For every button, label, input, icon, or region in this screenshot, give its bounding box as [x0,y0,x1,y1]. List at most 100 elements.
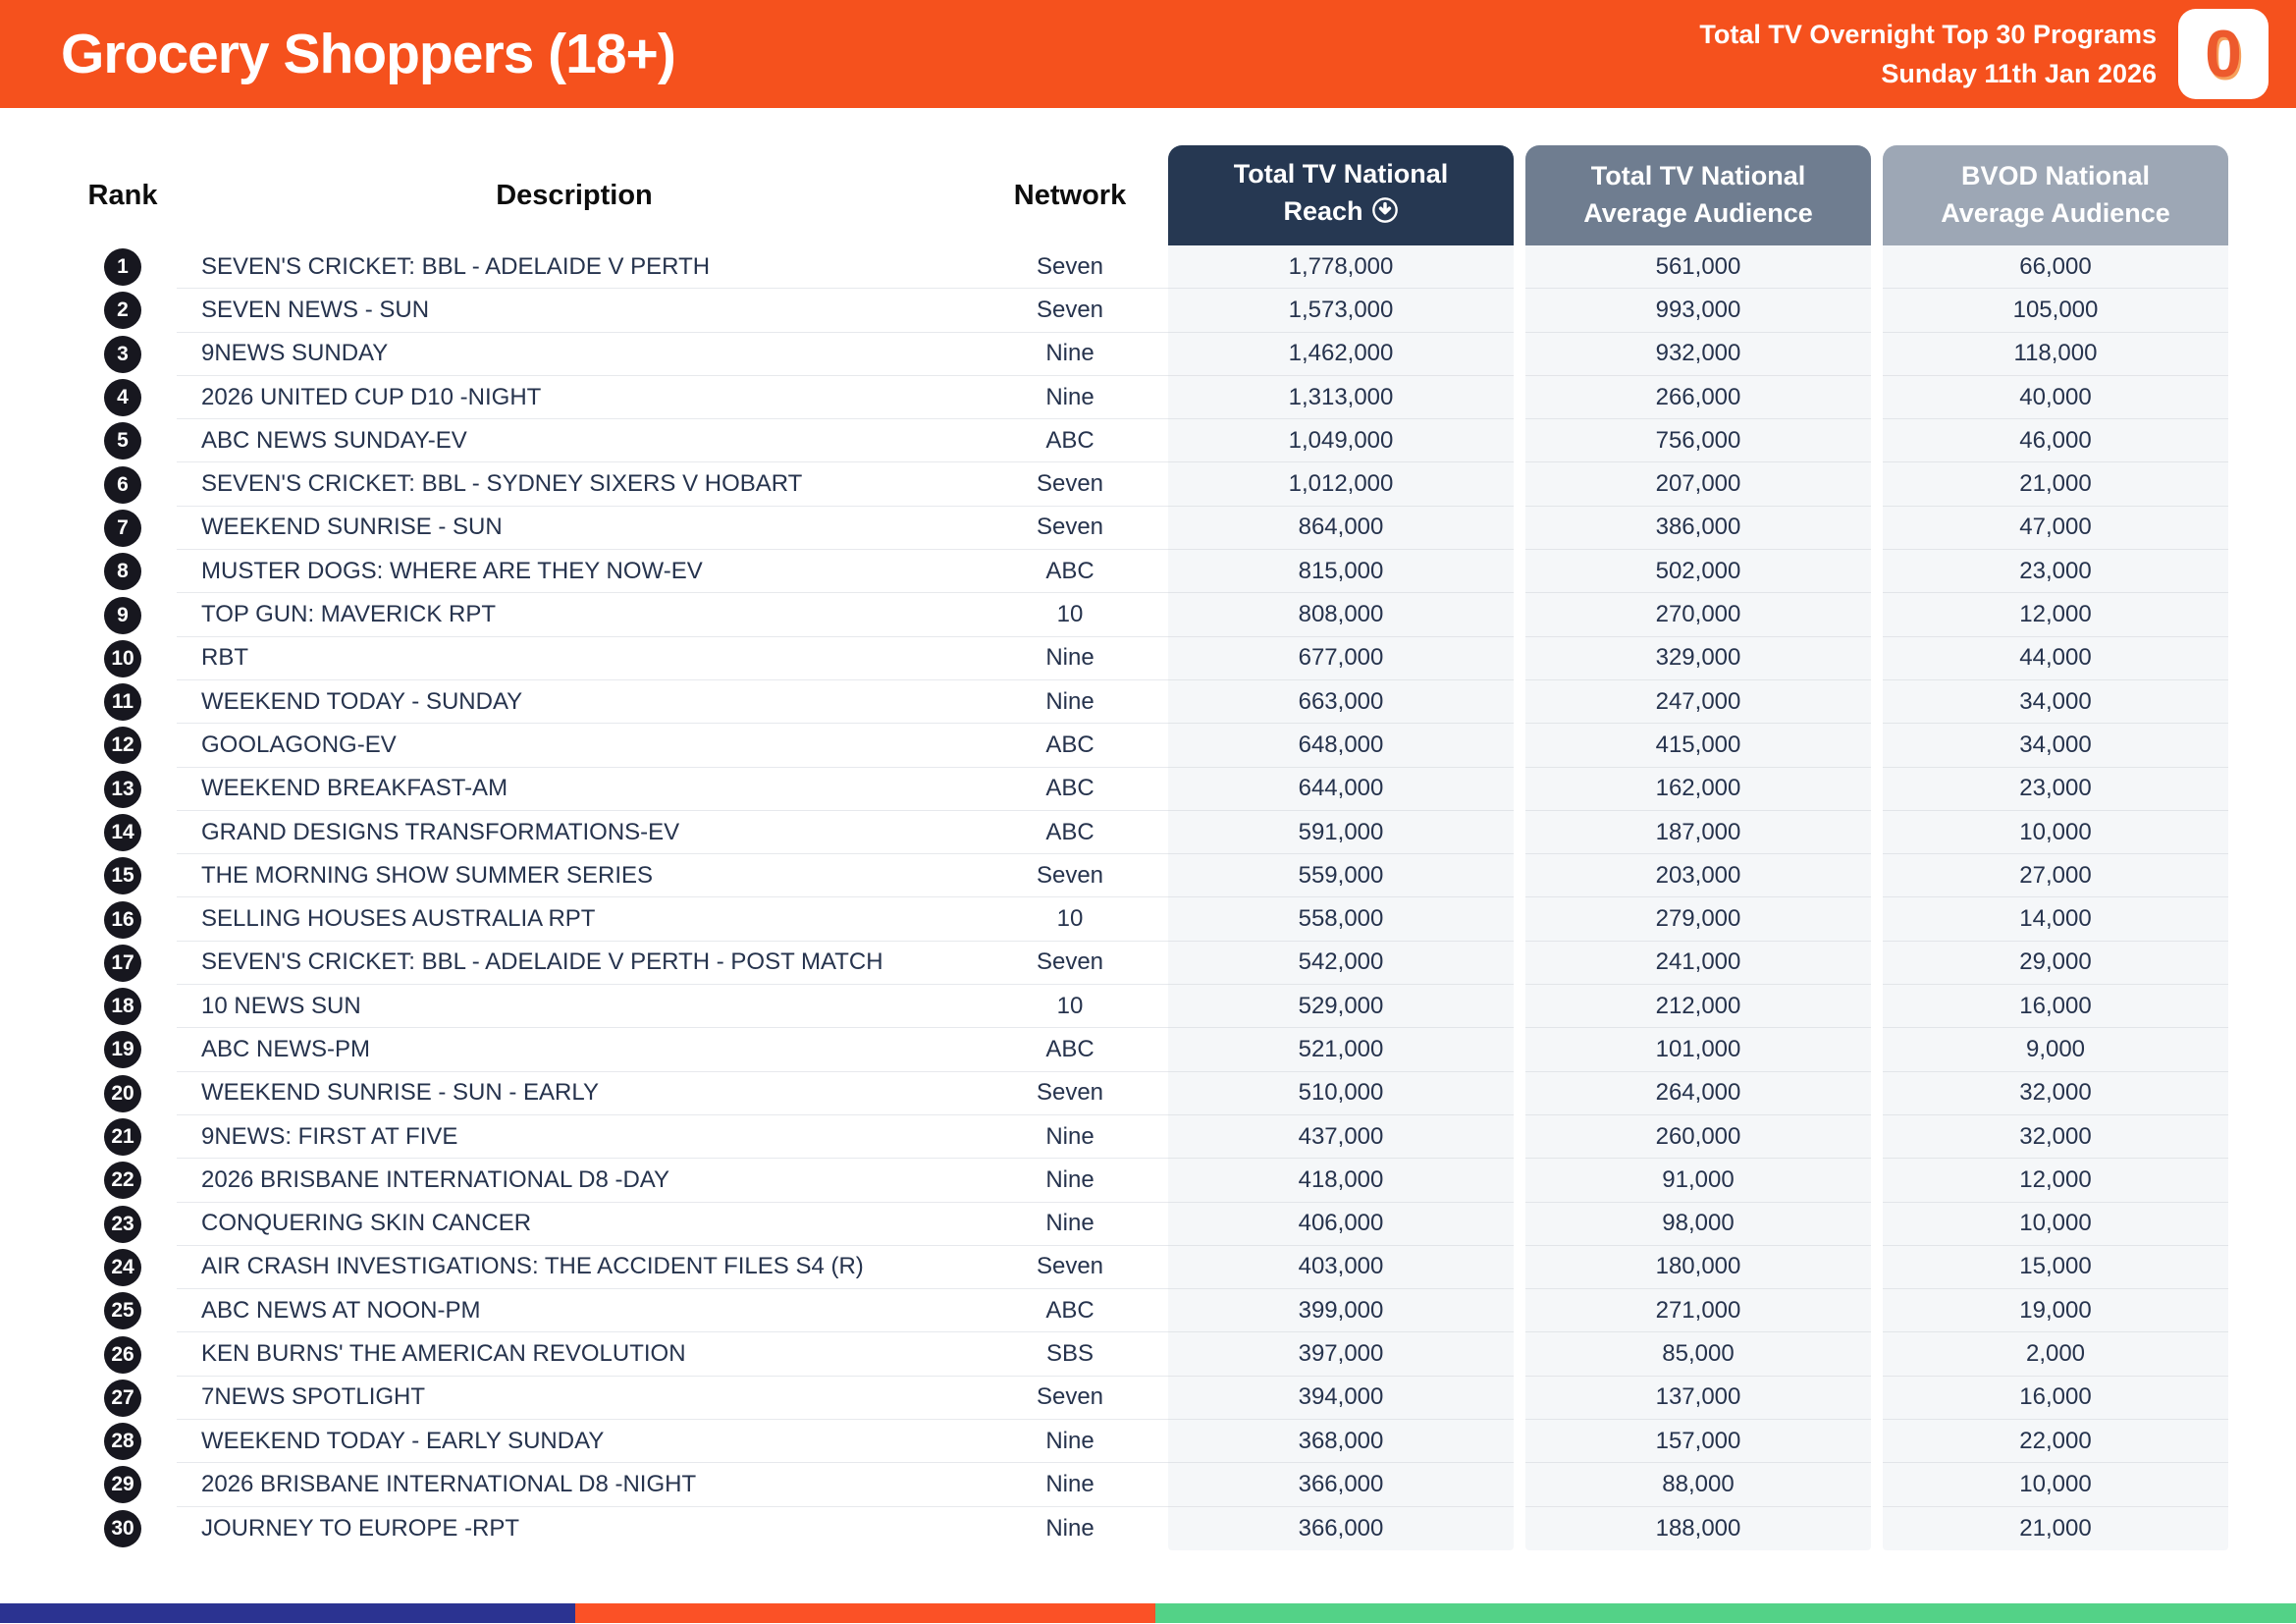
total-tv-reach-value: 1,778,000 [1168,245,1514,290]
program-description: THE MORNING SHOW SUMMER SERIES [177,854,972,898]
total-tv-average-value: 241,000 [1525,941,1871,986]
total-tv-average-value: 502,000 [1525,550,1871,594]
total-tv-reach-value: 1,313,000 [1168,375,1514,420]
program-description: SEVEN'S CRICKET: BBL - ADELAIDE V PERTH [177,245,972,290]
program-description: KEN BURNS' THE AMERICAN REVOLUTION [177,1332,972,1377]
column-gap [1871,1028,1883,1071]
column-gap [1871,1072,1883,1115]
total-tv-reach-value: 368,000 [1168,1420,1514,1464]
table-row: 12 GOOLAGONG-EV ABC 648,000 415,000 34,0… [69,724,2228,768]
column-header-description: Description [496,179,653,211]
column-gap [1871,680,1883,724]
total-tv-average-value: 279,000 [1525,897,1871,942]
column-gap [1871,245,1883,289]
total-tv-average-value: 137,000 [1525,1376,1871,1421]
bvod-average-value: 21,000 [1883,462,2228,507]
column-gap [1514,419,1525,462]
program-description: 2026 UNITED CUP D10 -NIGHT [177,376,972,420]
footer-accent-navy [0,1602,575,1623]
table-row: 19 ABC NEWS-PM ABC 521,000 101,000 9,000 [69,1028,2228,1072]
bvod-average-value: 21,000 [1883,1506,2228,1550]
program-description: SEVEN NEWS - SUN [177,289,972,333]
column-gap [1871,1115,1883,1159]
table-body: 1 SEVEN'S CRICKET: BBL - ADELAIDE V PERT… [69,245,2228,1550]
rank-badge: 3 [104,335,141,373]
total-tv-reach-value: 808,000 [1168,593,1514,637]
column-gap [1871,1463,1883,1506]
rank-badge: 4 [104,379,141,417]
network-name: Nine [972,680,1168,725]
network-name: ABC [972,768,1168,811]
bvod-average-value: 2,000 [1883,1332,2228,1377]
column-header-total-tv-reach[interactable]: Total TV National Reach [1168,145,1514,245]
table-row: 17 SEVEN'S CRICKET: BBL - ADELAIDE V PER… [69,941,2228,986]
bvod-average-value: 32,000 [1883,1071,2228,1115]
total-tv-reach-value: 644,000 [1168,767,1514,811]
rank-badge: 20 [104,1074,141,1112]
network-name: Nine [1045,1514,1095,1542]
network-name: Nine [972,1463,1168,1507]
total-tv-reach-value: 521,000 [1168,1028,1514,1072]
column-gap [1871,768,1883,811]
column-gap [1514,897,1525,941]
rank-badge: 29 [104,1466,141,1504]
column-gap [1514,593,1525,636]
program-description: 9NEWS SUNDAY [177,333,972,376]
bvod-average-value: 14,000 [1883,897,2228,942]
column-gap [1514,1159,1525,1202]
total-tv-reach-value: 1,012,000 [1168,462,1514,507]
report-subtitle: Total TV Overnight Top 30 Programs Sunda… [1699,15,2157,94]
footer-accent-green [1155,1602,2296,1623]
total-tv-reach-value: 1,573,000 [1168,289,1514,333]
table-row: 14 GRAND DESIGNS TRANSFORMATIONS-EV ABC … [69,810,2228,855]
total-tv-reach-value: 399,000 [1168,1289,1514,1333]
table-row: 16 SELLING HOUSES AUSTRALIA RPT 10 558,0… [69,897,2228,942]
bvod-average-value: 32,000 [1883,1114,2228,1160]
total-tv-reach-value: 397,000 [1168,1332,1514,1377]
rank-badge: 28 [104,1423,141,1461]
table-row: 3 9NEWS SUNDAY Nine 1,462,000 932,000 11… [69,332,2228,376]
program-description: WEEKEND BREAKFAST-AM [177,768,972,811]
program-description: AIR CRASH INVESTIGATIONS: THE ACCIDENT F… [177,1246,972,1290]
rank-badge: 26 [104,1335,141,1374]
bvod-average-value: 9,000 [1883,1028,2228,1072]
total-tv-average-value: 203,000 [1525,854,1871,898]
column-gap [1514,1203,1525,1246]
program-description: SEVEN'S CRICKET: BBL - ADELAIDE V PERTH … [177,942,972,986]
table-row: 30 JOURNEY TO EUROPE -RPT Nine 366,000 1… [69,1506,2228,1550]
network-name: Nine [972,637,1168,680]
rank-badge: 12 [104,727,141,765]
bvod-average-value: 29,000 [1883,941,2228,986]
column-gap [1871,550,1883,593]
rank-badge: 15 [104,857,141,895]
report-subtitle-line2: Sunday 11th Jan 2026 [1881,59,2157,88]
column-gap [1514,1289,1525,1332]
column-gap [1871,1246,1883,1289]
table-row: 10 RBT Nine 677,000 329,000 44,000 [69,636,2228,680]
column-gap [1871,854,1883,897]
column-gap [1514,1072,1525,1115]
report-subtitle-line1: Total TV Overnight Top 30 Programs [1699,19,2157,49]
total-tv-average-value: 266,000 [1525,375,1871,420]
bvod-average-value: 22,000 [1883,1420,2228,1464]
table-row: 28 WEEKEND TODAY - EARLY SUNDAY Nine 368… [69,1420,2228,1464]
network-name: Nine [972,1203,1168,1246]
total-tv-reach-value: 1,462,000 [1168,332,1514,376]
table-row: 20 WEEKEND SUNRISE - SUN - EARLY Seven 5… [69,1071,2228,1115]
network-name: Seven [972,854,1168,898]
table-row: 8 MUSTER DOGS: WHERE ARE THEY NOW-EV ABC… [69,550,2228,594]
rank-badge: 23 [104,1205,141,1243]
total-tv-average-value: 188,000 [1525,1506,1871,1550]
total-tv-average-value: 88,000 [1525,1463,1871,1507]
total-tv-reach-value: 559,000 [1168,854,1514,898]
network-name: Seven [972,462,1168,507]
total-tv-reach-value: 558,000 [1168,897,1514,942]
total-tv-reach-value: 591,000 [1168,810,1514,855]
column-gap [1514,637,1525,680]
column-gap [1871,593,1883,636]
network-name: Nine [972,1115,1168,1160]
program-description: ABC NEWS AT NOON-PM [177,1289,972,1333]
sort-descending-icon [1371,196,1399,235]
program-description: ABC NEWS SUNDAY-EV [177,419,972,463]
column-gap [1871,637,1883,680]
